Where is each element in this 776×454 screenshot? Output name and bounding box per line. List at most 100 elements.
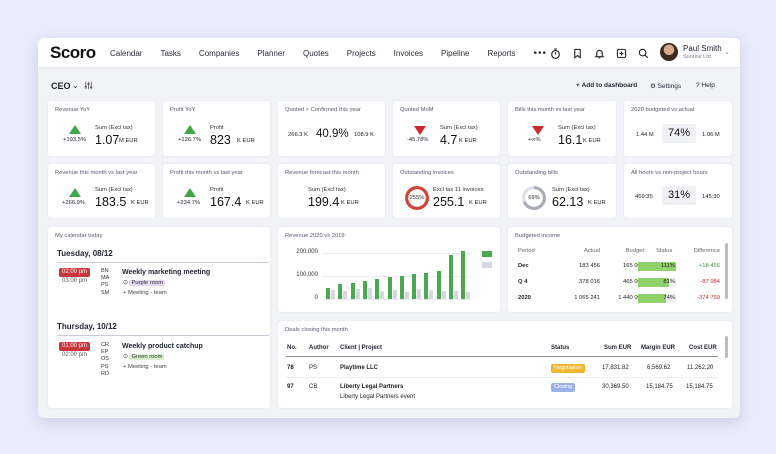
kpi-profit-month[interactable]: Profit this month vs last year +234.7% P… [163,164,270,218]
metric-unit: K EUR [341,200,359,206]
kpi-bills-month[interactable]: Bills this month vs last year +∞% Sum (E… [508,101,616,156]
bar-2019 [417,288,422,299]
column-header: Status [656,248,673,254]
bar-2020 [461,250,466,299]
top-navigation-bar: Scoro Calendar Tasks Companies Planner Q… [38,38,740,68]
deal-number: 78 [287,365,294,371]
timer-icon[interactable] [544,38,566,68]
metric-value: 183.5 [95,195,127,209]
search-icon[interactable] [632,38,654,68]
change-percent: +266.9% [62,200,86,206]
bar-2019 [355,288,360,299]
nav-planner[interactable]: Planner [257,48,285,58]
metric-value: 823 [210,133,231,147]
event-title[interactable]: Weekly product catchup [122,343,203,350]
metric-value: 199.4 [308,195,340,209]
bookmark-icon[interactable] [566,38,588,68]
scrollbar[interactable] [725,243,728,299]
room-icon: ⊙ [123,280,128,286]
status-badge: Negotiation [551,364,585,373]
dashboard-title[interactable]: CEO [51,81,71,91]
avatar [660,43,678,61]
nav-tasks[interactable]: Tasks [160,48,181,58]
progress-ring [405,186,429,210]
nav-calendar[interactable]: Calendar [110,48,143,58]
bar-2019 [454,290,458,299]
cost-cell: 11,262.20 [687,365,714,371]
column-header: Budget [625,248,644,254]
event-type: + Meeting - team [123,290,167,296]
deals-widget: Deals closing this month No. Author Clie… [278,321,732,408]
metric-unit: K EUR [583,138,601,144]
deal-client-link[interactable]: Playtime LLC [340,365,379,371]
user-menu[interactable]: Paul Smith Sunrise Ltd ⌄ [660,43,736,63]
scoro-logo[interactable]: Scoro [50,43,96,62]
ring-label: 69% [528,195,540,201]
kpi-outstanding-invoices[interactable]: Outstanding invoices 255% Excl tax 11 in… [393,164,500,218]
scrollbar[interactable] [725,336,728,358]
card-title: All hours vs non-project hours [631,170,708,176]
ratio-value: 31% [662,186,696,205]
nav-reports[interactable]: Reports [487,48,516,58]
event-room: ⊙ Purple room [123,280,166,286]
metric-label: Sum (Excl tax) [95,125,133,131]
nav-companies[interactable]: Companies [198,48,240,58]
calendar-date: Tuesday, 08/12 [57,249,113,258]
left-value: 1.44 M [636,132,654,138]
chevron-down-icon[interactable]: ⌄ [72,81,79,90]
deal-author: CB [309,384,318,390]
kpi-hours[interactable]: All hours vs non-project hours 469:35 31… [624,164,732,218]
event-attendees: CR EP OS PS RD [101,342,109,378]
column-header: No. [287,345,297,351]
add-to-dashboard-button[interactable]: + Add to dashboard [576,82,638,89]
add-icon[interactable] [610,38,632,68]
deal-client-link[interactable]: Liberty Legal Partners [340,384,404,390]
help-button[interactable]: ? Help [696,82,715,89]
event-attendees: BN MA PS SM [101,268,109,297]
more-menu-icon[interactable]: ••• [533,47,548,59]
margin-cell: 6,569.62 [647,365,671,371]
nav-pipeline[interactable]: Pipeline [441,48,470,58]
attendee-initials: PS [101,363,109,370]
column-header: Author [309,345,329,351]
event-start-time: 02:00 pm [59,268,90,277]
attendee-initials: SM [101,289,110,296]
bell-icon[interactable] [588,38,610,68]
card-title: Revenue this month vs last year [55,170,138,176]
bar-2019 [404,292,409,299]
bar-2019 [392,289,397,299]
metric-unit: K EUR [588,200,606,206]
nav-quotes[interactable]: Quotes [302,48,329,58]
deal-project-link[interactable]: Liberty Legal Partners event [340,394,416,400]
period-cell: 2020 [518,295,531,301]
user-name: Paul Smith [683,44,722,53]
attendee-initials: CR [101,342,109,348]
trend-down-icon [414,126,426,135]
column-header: Difference [693,248,720,254]
calendar-widget: My calendar today Tuesday, 08/12 02:00 p… [48,227,270,408]
metric-label: Sum (Excl tax) [95,187,133,193]
settings-button[interactable]: ⚙ Settings [650,83,682,90]
kpi-profit-yoy[interactable]: Profit YoY +126.7% Profit 823 K EUR [163,101,270,156]
kpi-revenue-yoy[interactable]: Revenue YoY +193.5% Sum (Excl tax) 1.07 … [48,101,155,156]
trend-up-icon [69,188,81,197]
bar-2019 [441,290,446,299]
kpi-quoted-mom[interactable]: Quoted MoM -45.78% Sum (Excl tax) 4.7 K … [393,101,500,156]
kpi-budgeted-actual[interactable]: 2020 budgeted vs actual 1.44 M 74% 1.06 … [624,101,732,156]
column-header: Period [518,248,535,254]
ratio-value: 74% [662,124,696,143]
metric-label: Sum (Excl tax) [552,187,590,193]
kpi-revenue-month[interactable]: Revenue this month vs last year +266.9% … [48,164,155,218]
event-title[interactable]: Weekly marketing meeting [122,269,211,276]
bar-2020 [412,273,417,299]
kpi-revenue-forecast[interactable]: Revenue forecast this month Sum (Excl ta… [278,164,385,218]
status-bar-fill [638,278,669,287]
filter-sliders-icon[interactable] [84,81,93,92]
attendee-initials: EP [101,349,109,356]
nav-projects[interactable]: Projects [346,48,376,58]
card-title: 2020 budgeted vs actual [631,107,695,113]
nav-invoices[interactable]: Invoices [393,48,424,58]
kpi-quoted-confirmed[interactable]: Quoted > Confirmed this year 266.3 K 40.… [278,101,385,156]
kpi-outstanding-bills[interactable]: Outstanding bills 69% Sum (Excl tax) 62.… [508,164,616,218]
bar-2020 [338,284,343,299]
